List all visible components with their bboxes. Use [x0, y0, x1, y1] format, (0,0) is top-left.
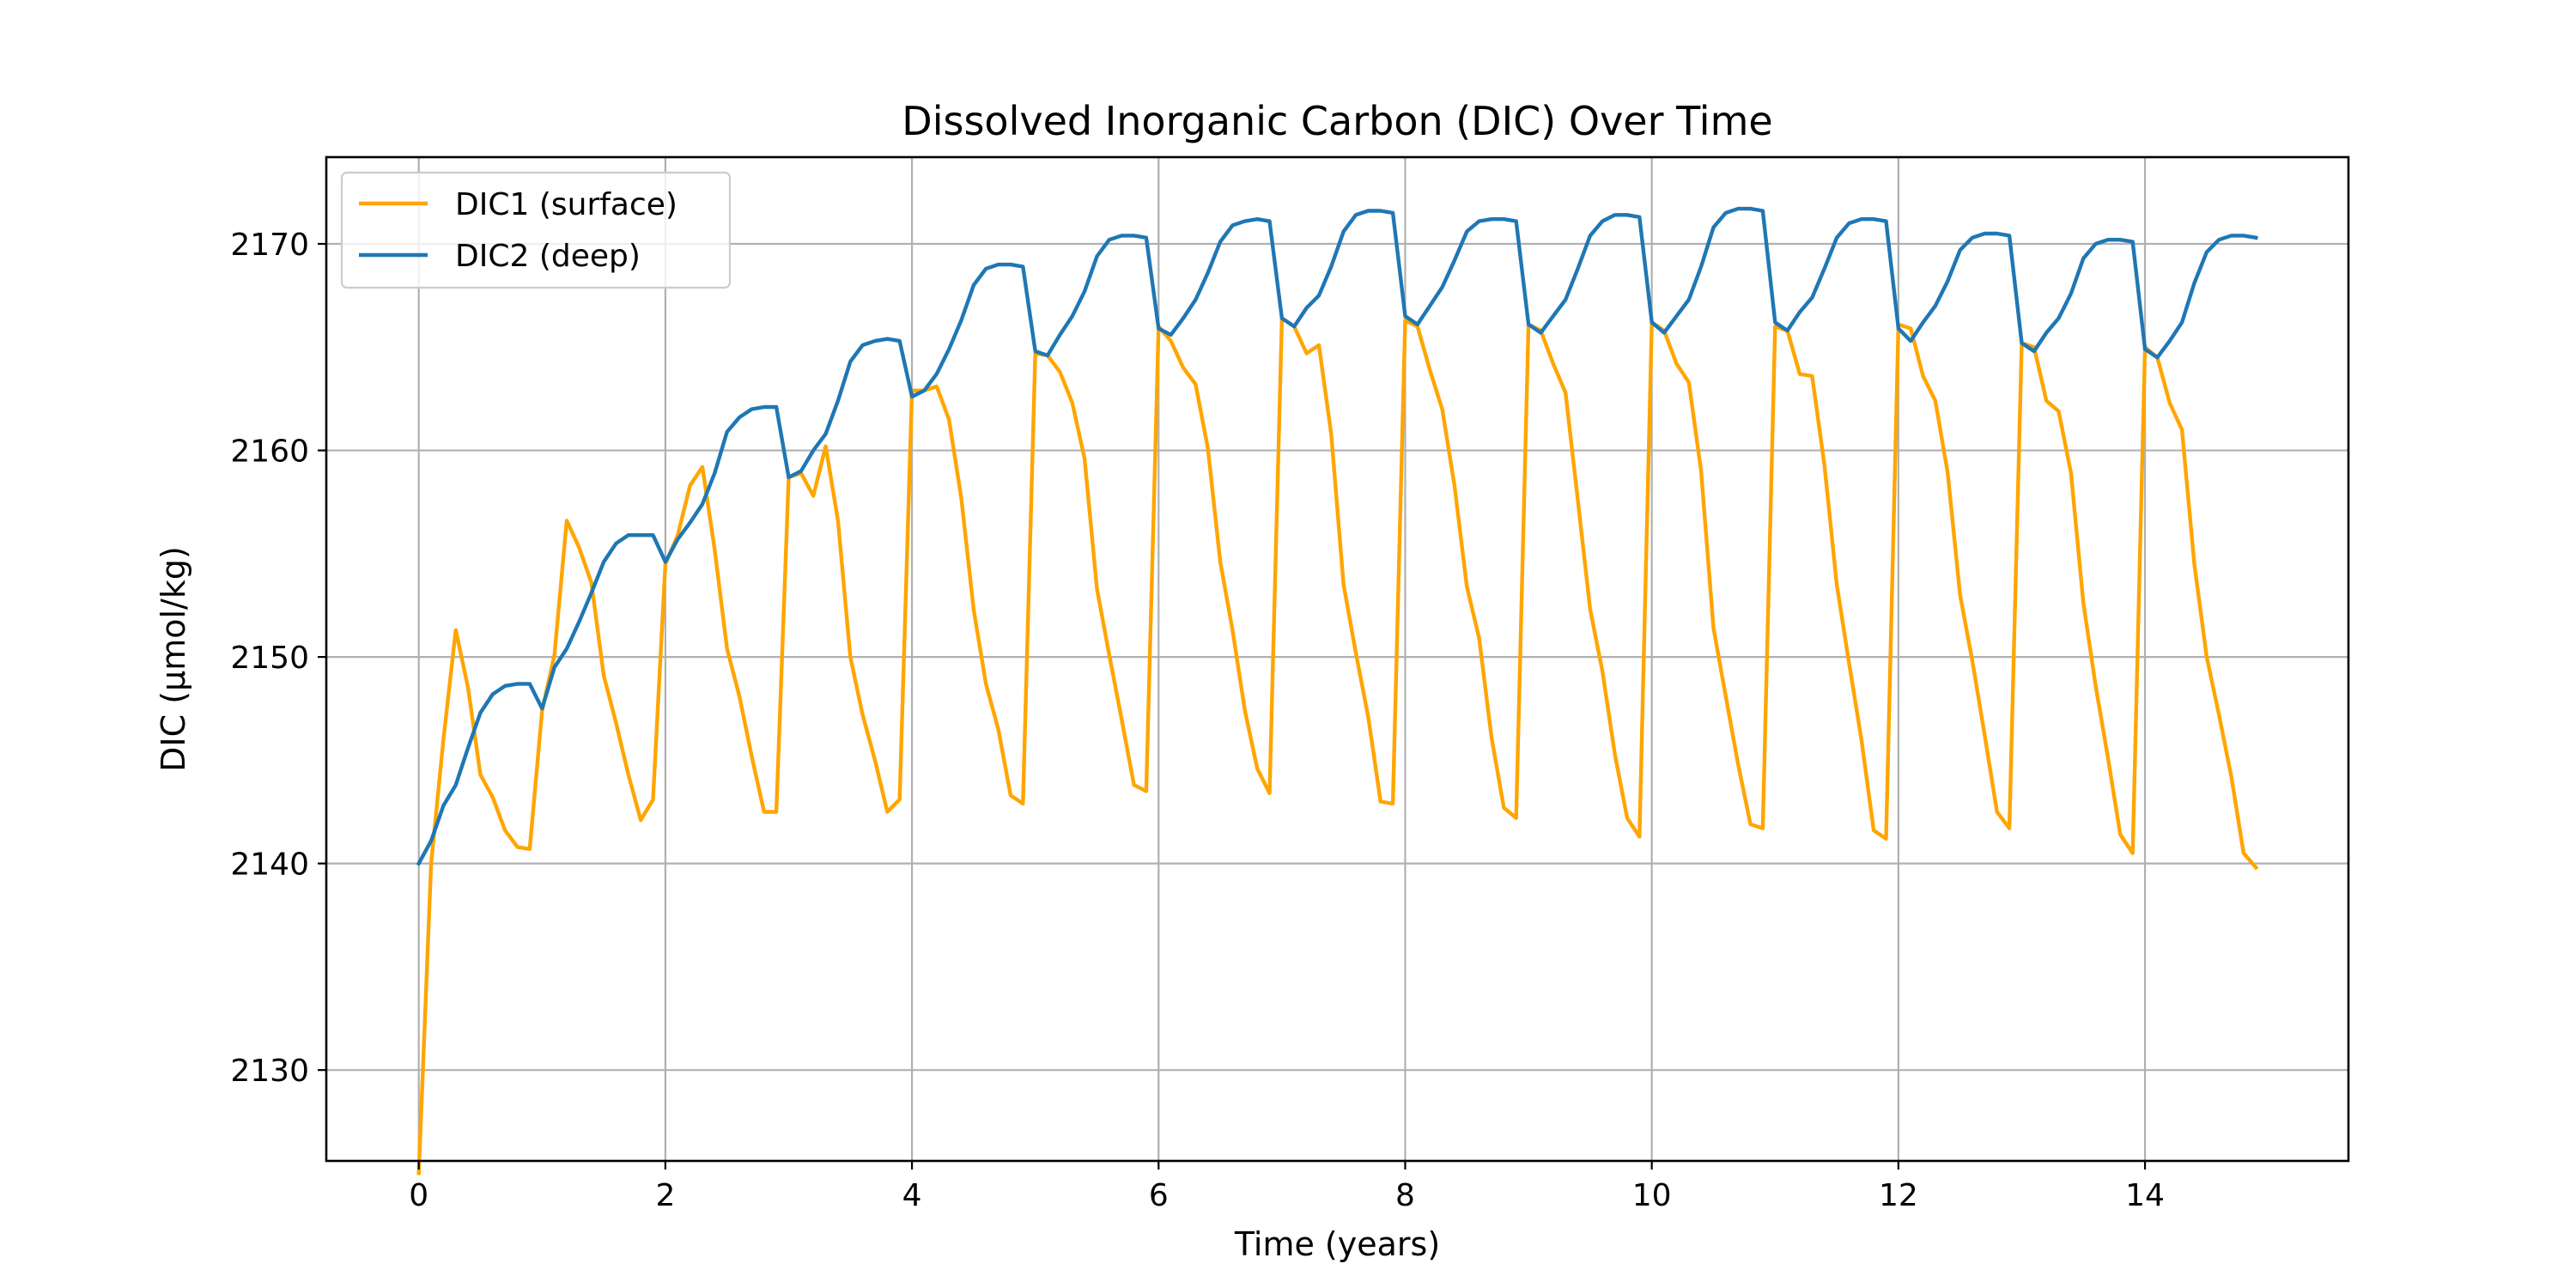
x-tick-label: 4: [902, 1178, 922, 1213]
y-tick-label: 2170: [230, 228, 309, 263]
x-tick-label: 12: [1879, 1178, 1918, 1213]
chart-title: Dissolved Inorganic Carbon (DIC) Over Ti…: [902, 98, 1772, 144]
y-tick-label: 2140: [230, 848, 309, 883]
legend-label: DIC1 (surface): [455, 187, 677, 222]
x-tick-label: 10: [1632, 1178, 1672, 1213]
x-tick-label: 8: [1395, 1178, 1415, 1213]
x-tick-label: 2: [655, 1178, 675, 1213]
legend-label: DIC2 (deep): [455, 239, 641, 274]
series-lines: [416, 206, 2259, 1176]
legend-box: [340, 171, 732, 289]
grid: [326, 157, 2348, 1161]
x-tick-label: 0: [409, 1178, 428, 1213]
y-tick-label: 2160: [230, 434, 309, 470]
y-tick-label: 2150: [230, 641, 309, 676]
axis-ticks: 0 2 4 6 8 10 12 14 2130 2140 2150 2160 2170: [230, 228, 2165, 1213]
y-axis-title: DIC (µmol/kg): [155, 546, 192, 772]
series-line-dic2-deep: [416, 206, 2258, 866]
y-tick-label: 2130: [230, 1054, 309, 1089]
x-tick-label: 14: [2125, 1178, 2165, 1213]
legend: DIC1 (surface) DIC2 (deep): [340, 171, 732, 289]
plot-frame: [325, 155, 2350, 1163]
x-axis-title: Time (years): [1234, 1225, 1440, 1263]
x-tick-label: 6: [1149, 1178, 1169, 1213]
series-line-dic1-surface: [416, 316, 2259, 1176]
